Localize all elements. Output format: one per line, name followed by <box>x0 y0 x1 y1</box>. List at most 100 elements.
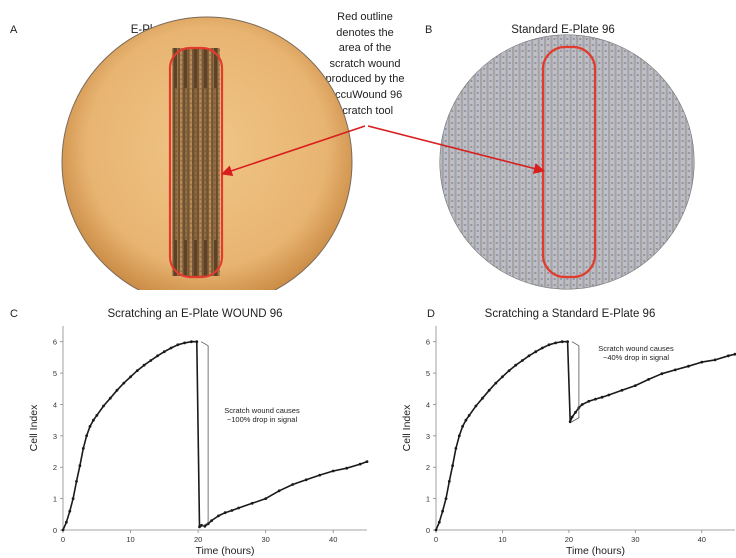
annotation-line: scratch tool <box>336 104 394 117</box>
panel-title-d: Scratching a Standard E-Plate 96 <box>484 308 656 320</box>
y-tick-label: 5 <box>53 369 57 378</box>
data-point <box>169 346 173 350</box>
data-point <box>85 434 88 438</box>
y-axis-label: Cell Index <box>401 404 413 451</box>
data-point <box>437 520 441 524</box>
data-point <box>434 528 438 532</box>
data-point <box>237 506 241 510</box>
data-point <box>514 363 518 367</box>
data-point <box>521 359 524 362</box>
drop-bracket <box>571 341 580 423</box>
y-tick-label: 6 <box>426 338 430 347</box>
chart-d: 0 1 2 3 4 5 6 0 10 20 30 40 Time (hours) Cell Index Sc… <box>401 326 736 557</box>
data-point <box>190 340 193 344</box>
data-point <box>441 509 444 513</box>
data-point <box>142 363 146 367</box>
data-point <box>81 447 85 450</box>
x-tick-label: 40 <box>329 535 337 544</box>
standard-outline <box>541 45 597 279</box>
arrow-to-standard <box>367 125 546 174</box>
top-images <box>61 16 695 290</box>
drop-annotation: Scratch wound causes <box>224 406 300 415</box>
data-point <box>474 404 478 408</box>
data-point <box>501 375 504 379</box>
data-point <box>88 425 92 428</box>
series-line <box>435 340 736 531</box>
data-point <box>454 447 458 450</box>
data-point <box>594 397 597 401</box>
panel-letter-d: D <box>427 308 435 320</box>
annotation-line: area of the <box>338 42 392 55</box>
x-tick-label: 10 <box>498 535 506 544</box>
data-point <box>600 395 604 399</box>
data-point <box>461 425 464 428</box>
data-point <box>444 497 448 500</box>
drop-annotation: ~40% drop in signal <box>603 353 669 362</box>
data-point <box>607 393 611 397</box>
data-point <box>195 340 199 344</box>
data-point <box>570 415 574 419</box>
annotation-line: scratch wound <box>329 57 401 70</box>
y-tick-label: 0 <box>53 526 57 535</box>
y-tick-label: 1 <box>53 495 57 504</box>
drop-bracket <box>200 341 209 528</box>
data-point <box>318 473 322 477</box>
data-point <box>481 396 484 400</box>
data-point <box>673 368 677 372</box>
panel-title-b: Standard E-Plate 96 <box>511 24 615 36</box>
annotation-line: AccuWound 96 <box>327 88 403 101</box>
data-point <box>75 480 78 483</box>
panel-letter-c: C <box>10 308 18 320</box>
data-point <box>467 414 471 417</box>
data-point <box>223 511 227 515</box>
data-point <box>108 396 112 400</box>
x-tick-label: 30 <box>631 535 639 544</box>
data-point <box>217 514 220 518</box>
data-point <box>95 414 99 417</box>
y-tick-label: 0 <box>426 526 430 535</box>
data-point <box>733 352 736 356</box>
standard-plate-image <box>439 34 695 290</box>
annotation-line: produced by the <box>325 73 405 86</box>
x-tick-label: 0 <box>434 535 438 544</box>
data-point <box>115 388 119 392</box>
data-point <box>457 434 461 438</box>
data-point <box>183 341 187 345</box>
x-tick-label: 20 <box>565 535 573 544</box>
data-point <box>527 354 531 358</box>
x-tick-label: 10 <box>126 535 134 544</box>
data-point <box>129 375 133 379</box>
x-tick-label: 30 <box>261 535 269 544</box>
x-tick-label: 20 <box>194 535 202 544</box>
data-point <box>464 418 468 422</box>
data-point <box>92 418 95 422</box>
data-point <box>291 483 295 486</box>
data-point <box>580 403 584 406</box>
panel-title-c: Scratching an E-Plate WOUND 96 <box>107 308 283 320</box>
drop-annotation: ~100% drop in signal <box>227 415 298 424</box>
data-point <box>71 497 75 500</box>
data-point <box>566 340 569 344</box>
y-tick-label: 4 <box>426 400 430 409</box>
data-point <box>568 420 572 424</box>
series-line <box>62 340 368 531</box>
data-point <box>540 346 544 350</box>
data-point <box>687 364 690 368</box>
data-point <box>122 381 126 385</box>
data-point <box>560 340 564 344</box>
arrow-to-wound <box>220 125 366 177</box>
data-point <box>156 354 160 358</box>
y-tick-label: 4 <box>53 400 57 409</box>
data-point <box>633 384 637 387</box>
data-point <box>587 399 591 403</box>
y-tick-label: 6 <box>53 338 57 347</box>
data-point <box>210 519 214 522</box>
data-point <box>102 404 105 408</box>
drop-annotation: Scratch wound causes <box>598 344 674 353</box>
annotation-line: Red outline <box>337 11 393 23</box>
data-point <box>304 478 308 482</box>
data-point <box>574 410 577 414</box>
data-point <box>713 358 717 362</box>
data-point <box>230 509 234 512</box>
y-tick-label: 2 <box>426 463 430 472</box>
